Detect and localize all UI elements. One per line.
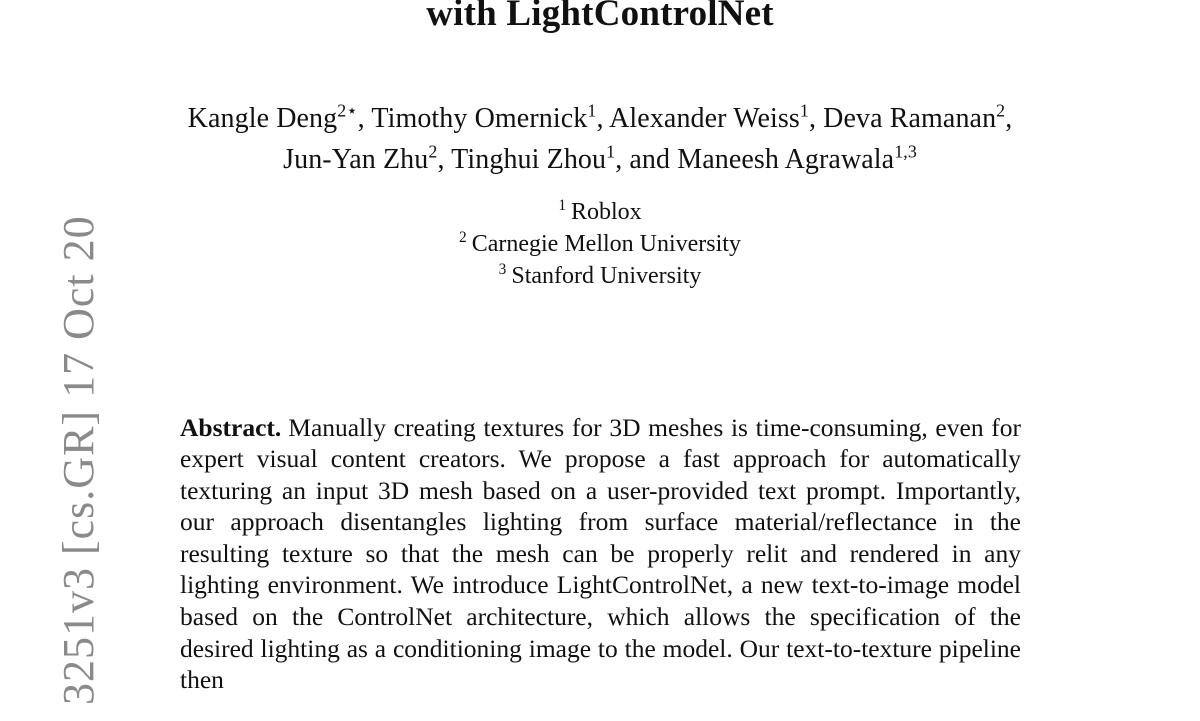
affiliation-list: 1 Roblox 2 Carnegie Mellon University 3 Sta…: [130, 196, 1070, 292]
abstract-paragraph: Abstract. Manually creating textures for …: [180, 412, 1021, 696]
author-affiliation-marker: 1: [606, 141, 616, 162]
author-affiliation-marker: 1: [587, 100, 597, 121]
affiliation-item: 3 Stanford University: [130, 260, 1070, 292]
paper-page: with LightControlNet Kangle Deng2⋆, Timo…: [115, 0, 1085, 694]
affiliation-name: Carnegie Mellon University: [471, 231, 741, 257]
affiliation-item: 2 Carnegie Mellon University: [130, 228, 1070, 260]
paper-title-line: with LightControlNet: [426, 0, 774, 34]
author-affiliation-marker: 1: [799, 100, 809, 121]
author-list: Kangle Deng2⋆, Timothy Omernick1, Alexan…: [115, 98, 1085, 180]
affiliation-item: 1 Roblox: [130, 196, 1070, 228]
author-name: Alexander Weiss: [609, 103, 800, 134]
paper-title: with LightControlNet: [130, 0, 1070, 36]
author-line-2: Jun-Yan Zhu2, Tinghui Zhou1, and Maneesh…: [115, 139, 1085, 180]
affiliation-marker: 2: [459, 229, 467, 246]
author-separator: ,: [808, 103, 824, 134]
author-name: Maneesh Agrawala: [677, 144, 895, 175]
author-name: Kangle Deng: [187, 103, 338, 134]
author-separator: ,: [357, 103, 372, 134]
abstract-body: Manually creating textures for 3D meshes…: [180, 412, 1021, 695]
author-separator: ,: [1005, 103, 1013, 134]
author-name: Timothy Omernick: [371, 103, 588, 134]
abstract-section: Abstract. Manually creating textures for …: [180, 386, 1021, 721]
author-line-1: Kangle Deng2⋆, Timothy Omernick1, Alexan…: [115, 98, 1085, 139]
author-affiliation-marker: 1,3: [894, 141, 917, 162]
abstract-heading: Abstract.: [180, 412, 282, 442]
affiliation-marker: 1: [558, 197, 566, 214]
affiliation-name: Stanford University: [511, 263, 702, 289]
affiliation-name: Roblox: [571, 199, 642, 225]
author-name: Tinghui Zhou: [451, 144, 607, 175]
author-name: Jun-Yan Zhu: [283, 144, 429, 175]
author-separator: ,: [437, 144, 452, 175]
author-separator: , and: [615, 144, 678, 175]
author-affiliation-marker: 2⋆: [337, 100, 358, 121]
author-affiliation-marker: 2: [428, 141, 438, 162]
affiliation-marker: 3: [498, 261, 507, 278]
author-separator: ,: [596, 103, 610, 134]
author-name: Deva Ramanan: [823, 103, 997, 134]
author-affiliation-marker: 2: [996, 100, 1006, 121]
